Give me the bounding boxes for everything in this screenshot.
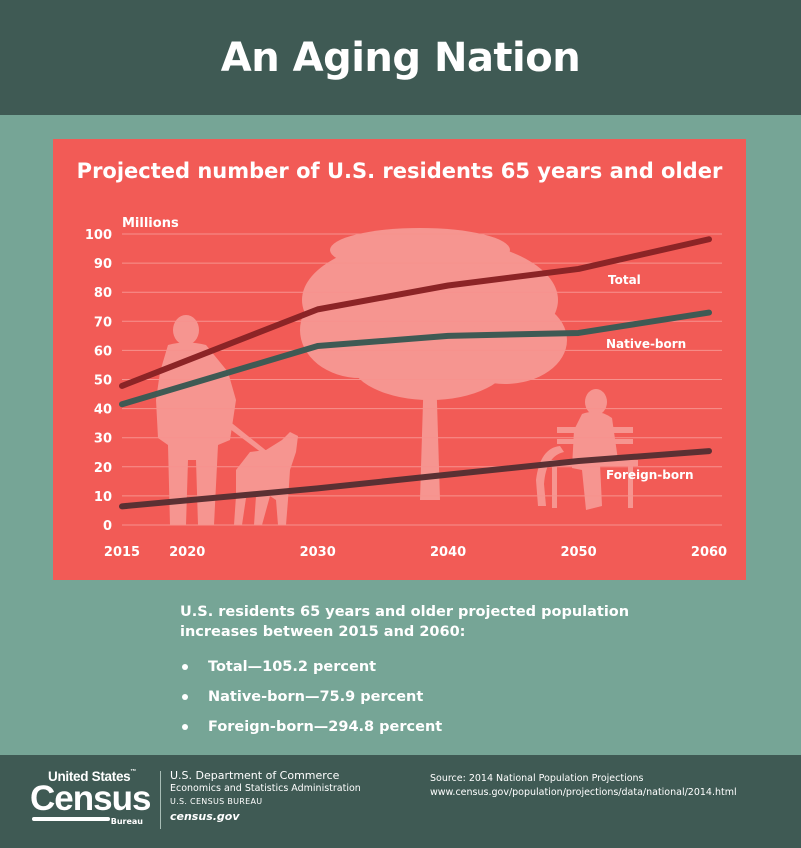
y-tick-label: 90 xyxy=(94,257,112,272)
series-line-foreign-born xyxy=(119,448,712,510)
y-tick-label: 80 xyxy=(94,286,112,301)
series-labels: Total Native-born Foreign-born xyxy=(606,273,694,482)
logo-bureau: Bureau xyxy=(110,817,143,826)
logo-census-wordmark: Census xyxy=(30,779,151,818)
summary-item-native-born: Native-born—75.9 percent xyxy=(208,689,424,705)
y-tick-label: 0 xyxy=(103,519,112,534)
tree-silhouette-icon xyxy=(300,228,567,500)
y-tick-label: 10 xyxy=(94,490,112,505)
administration-name: Economics and Statistics Administration xyxy=(170,783,361,794)
x-tick-label: 2040 xyxy=(430,545,466,560)
y-tick-label: 100 xyxy=(85,228,112,243)
series-label-total: Total xyxy=(608,273,641,287)
y-tick-label: 60 xyxy=(94,344,112,359)
chart-series xyxy=(119,236,712,510)
x-tick-label: 2060 xyxy=(691,545,727,560)
census-website-link[interactable]: census.gov xyxy=(170,810,240,823)
list-item: Total—105.2 percent xyxy=(180,652,660,682)
source-title: Source: 2014 National Population Project… xyxy=(430,773,644,784)
logo-united-states: United States™ xyxy=(48,769,137,784)
agency-info: U.S. Department of Commerce Economics an… xyxy=(170,769,361,823)
series-label-native-born: Native-born xyxy=(606,337,686,351)
source-info: Source: 2014 National Population Project… xyxy=(430,772,737,800)
y-tick-label: 20 xyxy=(94,461,112,476)
summary-item-total: Total—105.2 percent xyxy=(208,659,377,675)
y-axis-ticks: 0 10 20 30 40 50 60 70 80 90 100 xyxy=(85,228,112,534)
list-item: Foreign-born—294.8 percent xyxy=(180,712,660,742)
series-line-native-born xyxy=(119,309,712,408)
summary-item-foreign-born: Foreign-born—294.8 percent xyxy=(208,719,443,735)
series-line-total xyxy=(119,236,712,389)
x-tick-label: 2020 xyxy=(169,545,205,560)
x-tick-label: 2015 xyxy=(104,545,140,560)
summary-section: U.S. residents 65 years and older projec… xyxy=(180,602,660,742)
bullet-icon xyxy=(182,664,188,670)
footer: United States™ Census Bureau U.S. Depart… xyxy=(0,755,801,848)
y-tick-label: 40 xyxy=(94,403,112,418)
bullet-icon xyxy=(182,724,188,730)
census-bureau-logo: United States™ Census Bureau xyxy=(30,769,155,833)
x-axis-ticks: 2015 2020 2030 2040 2050 2060 xyxy=(104,545,727,560)
department-name: U.S. Department of Commerce xyxy=(170,769,340,782)
y-axis-label: Millions xyxy=(122,216,179,231)
list-item: Native-born—75.9 percent xyxy=(180,682,660,712)
person-on-bench-silhouette-icon xyxy=(536,389,638,510)
source-url-link[interactable]: www.census.gov/population/projections/da… xyxy=(430,787,737,798)
summary-list: Total—105.2 percent Native-born—75.9 per… xyxy=(180,652,660,742)
header-banner: An Aging Nation xyxy=(0,0,801,115)
bullet-icon xyxy=(182,694,188,700)
y-tick-label: 70 xyxy=(94,315,112,330)
footer-divider xyxy=(160,771,161,829)
bureau-name: U.S. CENSUS BUREAU xyxy=(170,797,263,806)
chart-title: Projected number of U.S. residents 65 ye… xyxy=(76,159,723,183)
logo-swoosh-icon xyxy=(32,817,110,821)
x-tick-label: 2030 xyxy=(300,545,336,560)
summary-intro: U.S. residents 65 years and older projec… xyxy=(180,604,630,640)
page-title: An Aging Nation xyxy=(220,34,581,81)
y-tick-label: 50 xyxy=(94,374,112,389)
y-tick-label: 30 xyxy=(94,432,112,447)
x-tick-label: 2050 xyxy=(560,545,596,560)
series-label-foreign-born: Foreign-born xyxy=(606,468,694,482)
